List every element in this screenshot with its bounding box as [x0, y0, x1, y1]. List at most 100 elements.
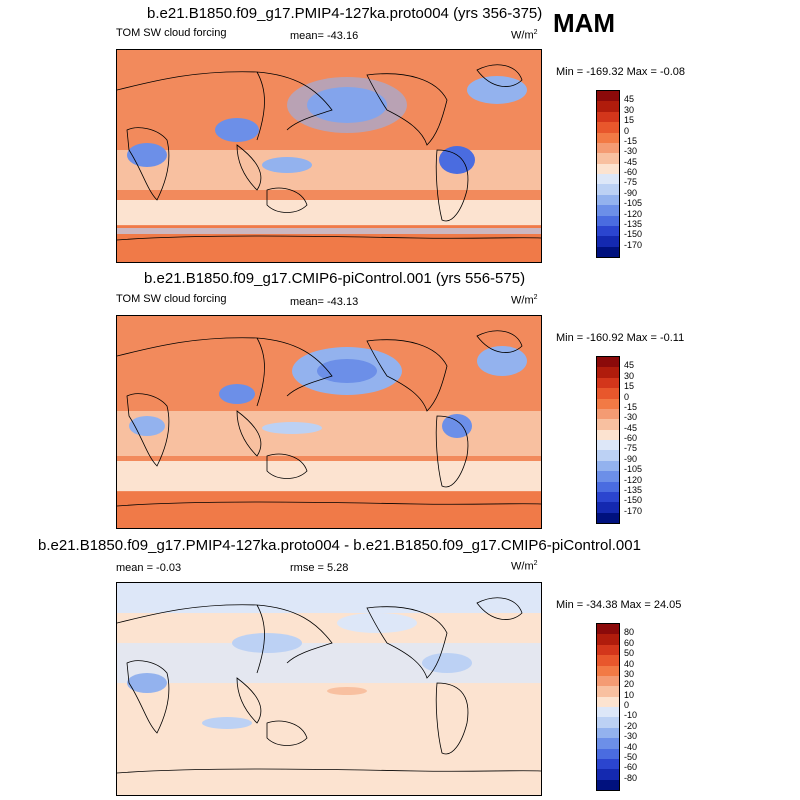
colorbar-segment — [597, 450, 619, 461]
colorbar-segment — [597, 419, 619, 430]
colorbar-segment — [597, 111, 619, 123]
colorbar-segment — [597, 153, 619, 164]
colorbar-segment — [597, 707, 619, 718]
colorbar-tick-label: -120 — [624, 474, 643, 485]
colorbar-tick-label: -135 — [624, 218, 643, 229]
colorbar-tick-label: -80 — [624, 772, 638, 783]
colorbar-segment — [597, 696, 619, 707]
panel-2-minmax: Min = -160.92 Max = -0.11 — [556, 332, 685, 344]
panel-3-map — [116, 582, 542, 796]
colorbar-tick-label: -30 — [624, 412, 638, 423]
colorbar-segment — [597, 142, 619, 154]
colorbar-tick-label: 15 — [624, 115, 635, 126]
panel-3-title: b.e21.B1850.f09_g17.PMIP4-127ka.proto004… — [38, 537, 641, 554]
colorbar-segment — [597, 122, 619, 133]
colorbar-segment — [597, 357, 619, 368]
colorbar-tick-label: 0 — [624, 391, 630, 402]
colorbar-tick-label: -60 — [624, 762, 638, 773]
colorbar-tick-label: 20 — [624, 679, 635, 690]
colorbar-segment — [597, 634, 619, 645]
colorbar-segment — [597, 194, 619, 206]
panel-1-title: b.e21.B1850.f09_g17.PMIP4-127ka.proto004… — [147, 5, 543, 22]
panel-3-unit: W/m2 — [511, 560, 538, 573]
colorbar-segment — [597, 727, 619, 739]
panel-1-minmax: Min = -169.32 Max = -0.08 — [556, 66, 686, 78]
colorbar-tick-label: 80 — [624, 627, 635, 638]
colorbar-segment — [597, 174, 619, 185]
colorbar-segment — [597, 225, 619, 237]
colorbar-tick-label: -40 — [624, 741, 638, 752]
colorbar-tick-label: 50 — [624, 648, 635, 659]
colorbar-tick-label: 45 — [624, 360, 635, 371]
colorbar-segment — [597, 769, 619, 780]
colorbar-tick-label: 30 — [624, 668, 635, 679]
colorbar-segment — [597, 491, 619, 503]
colorbar-tick-label: 10 — [624, 689, 635, 700]
colorbar-segment — [597, 758, 619, 770]
panel-1-unit: W/m2 — [511, 29, 538, 42]
colorbar-segment — [597, 748, 619, 759]
colorbar-tick-label: -60 — [624, 433, 638, 443]
colorbar-segment — [597, 408, 619, 420]
colorbar-segment — [597, 246, 619, 257]
colorbar-tick-label: -10 — [624, 710, 638, 721]
colorbar-segment — [597, 471, 619, 482]
colorbar-segment — [597, 675, 619, 687]
colorbar-tick-label: 30 — [624, 104, 635, 115]
colorbar-segment — [597, 717, 619, 728]
colorbar-tick-label: -170 — [624, 505, 643, 516]
colorbar-tick-label: -20 — [624, 720, 638, 731]
panel-3-rmse: rmse = 5.28 — [290, 562, 349, 574]
colorbar-segment — [597, 655, 619, 666]
panel-1-colorbar — [596, 90, 620, 258]
panel-2-mean: mean= -43.13 — [290, 296, 359, 308]
panel-2-title: b.e21.B1850.f09_g17.CMIP6-piControl.001 … — [144, 270, 526, 287]
colorbar-tick-label: -30 — [624, 146, 638, 157]
colorbar-tick-label: -75 — [624, 443, 638, 454]
colorbar-tick-label: -50 — [624, 751, 638, 762]
season-label: MAM — [553, 8, 616, 38]
panel-1-left-label: TOM SW cloud forcing — [116, 27, 227, 39]
colorbar-tick-label: -135 — [624, 484, 643, 495]
colorbar-segment — [597, 215, 619, 226]
colorbar-tick-label: 60 — [624, 637, 635, 648]
colorbar-tick-label: -45 — [624, 422, 638, 433]
colorbar-segment — [597, 398, 619, 409]
colorbar-segment — [597, 512, 619, 523]
panel-2-colorbar — [596, 356, 620, 524]
colorbar-segment — [597, 644, 619, 656]
colorbar-segment — [597, 502, 619, 513]
colorbar-tick-label: -75 — [624, 177, 638, 188]
colorbar-tick-label: -60 — [624, 167, 638, 177]
panel-3-mean: mean = -0.03 — [116, 562, 182, 574]
colorbar-segment — [597, 686, 619, 697]
panel-1-map — [116, 49, 542, 263]
panel-2-unit: W/m2 — [511, 294, 538, 307]
colorbar-tick-label: -90 — [624, 187, 638, 198]
panel-2-map — [116, 315, 542, 529]
colorbar-tick-label: 0 — [624, 700, 630, 710]
colorbar-tick-label: -105 — [624, 464, 643, 475]
colorbar-tick-label: 40 — [624, 658, 635, 669]
colorbar-segment — [597, 388, 619, 399]
colorbar-tick-label: -170 — [624, 239, 643, 250]
colorbar-segment — [597, 460, 619, 472]
colorbar-tick-label: -120 — [624, 208, 643, 219]
panel-3-minmax: Min = -34.38 Max = 24.05 — [556, 599, 682, 611]
colorbar-segment — [597, 163, 619, 174]
colorbar-segment — [597, 481, 619, 492]
colorbar-tick-label: -150 — [624, 495, 643, 506]
colorbar-segment — [597, 377, 619, 389]
colorbar-tick-label: -105 — [624, 198, 643, 209]
colorbar-tick-label: 45 — [624, 94, 635, 105]
colorbar-tick-label: -30 — [624, 731, 638, 742]
colorbar-segment — [597, 665, 619, 676]
colorbar-segment — [597, 779, 619, 790]
colorbar-segment — [597, 184, 619, 195]
colorbar-tick-label: -15 — [624, 401, 638, 412]
colorbar-segment — [597, 738, 619, 749]
colorbar-segment — [597, 440, 619, 451]
colorbar-segment — [597, 236, 619, 247]
panel-3-colorbar — [596, 623, 620, 791]
panel-1-mean: mean= -43.16 — [290, 30, 359, 42]
